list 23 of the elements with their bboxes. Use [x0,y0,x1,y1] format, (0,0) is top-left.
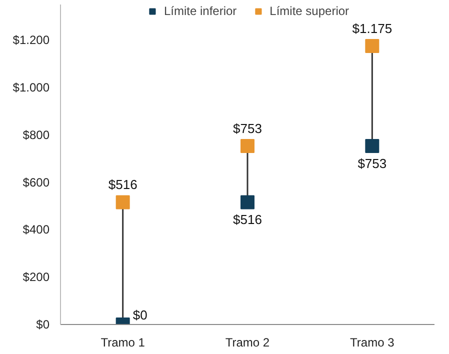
y-tick-label: $0 [36,318,50,332]
legend-label: Límite inferior [164,4,237,18]
y-tick-label: $800 [22,128,50,142]
data-label: $0 [132,308,148,322]
data-label: $516 [233,212,262,228]
point [240,139,254,154]
y-tick-label: $600 [22,175,50,190]
x-tick-label: Tramo 2 [225,336,270,350]
x-tick-label: Tramo 1 [100,336,146,350]
y-tick-label: $200 [22,270,50,284]
y-tick-label: $1.000 [12,80,50,94]
data-label: $753 [358,156,387,172]
point [240,195,254,210]
legend-label: Límite superior [270,4,350,18]
x-tick-label: Tramo 3 [350,336,395,350]
y-tick-label: $1.200 [12,33,50,48]
y-tick-label: $400 [22,222,50,237]
point [365,38,380,53]
data-label: $1.175 [352,20,392,36]
point [365,139,380,154]
data-label: $753 [233,121,262,136]
point [116,195,130,210]
data-label: $516 [108,177,138,192]
